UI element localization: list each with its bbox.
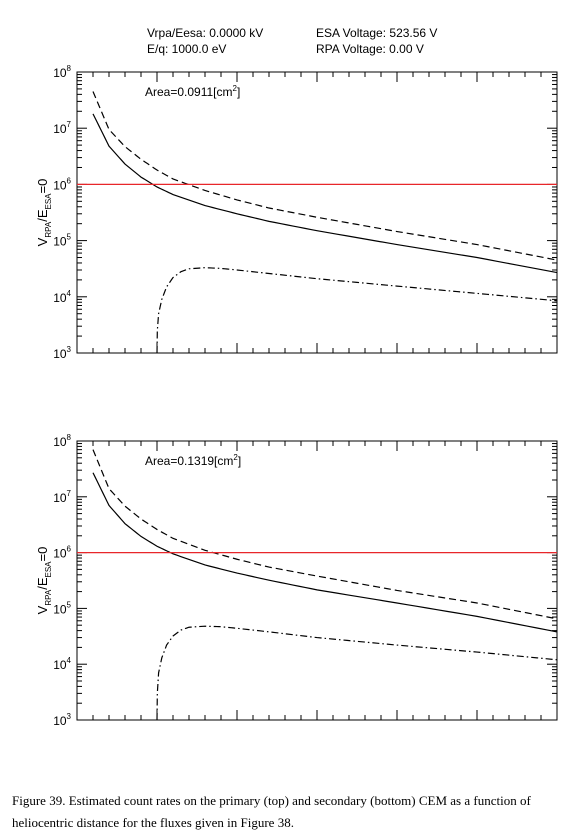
plot-frame [76,440,558,721]
y-tick-label: 104 [53,289,71,305]
y-tick-label: 106 [53,545,71,561]
area-label: Area=0.0911[cm2] [145,84,240,99]
y-tick-label: 107 [53,120,71,136]
y-tick-label: 105 [53,233,71,249]
figure-caption: Figure 39. Estimated count rates on the … [12,793,531,830]
series-solid-line [92,113,557,274]
series-dashed-line [92,91,557,261]
series-dashed-line [92,449,557,620]
vrpa-eesa-label: Vrpa/Eesa: 0.0000 kV [147,26,264,40]
plot-frame [76,71,558,354]
y-tick-label: 108 [53,64,71,80]
y-tick-label: 104 [53,656,71,672]
series-dashdot-line [156,267,557,353]
rpa-voltage-label: RPA Voltage: 0.00 V [316,42,424,56]
y-tick-label: 103 [53,345,71,361]
y-tick-label: 103 [53,712,71,728]
esa-voltage-label: ESA Voltage: 523.56 V [316,26,438,40]
series-dashdot-line [156,625,557,720]
series-solid-line [92,472,557,633]
y-tick-label: 107 [53,489,71,505]
energy-per-charge-label: E/q: 1000.0 eV [147,42,227,56]
chart-panel-1: 103 104 105 106 107 108 VRPA/EESA=0 Area=0.0911… [35,64,558,361]
chart-panel-2: 103 104 105 106 107 108 VRPA/EESA=0 Area=0.1319… [35,433,558,728]
y-tick-label: 106 [53,176,71,192]
y-axis-subtitle: VRPA/EESA=0 [35,547,53,615]
y-tick-label: 108 [53,433,71,449]
y-axis-subtitle: VRPA/EESA=0 [35,179,53,247]
y-tick-label: 105 [53,600,71,616]
area-label: Area=0.1319[cm2] [145,453,241,468]
